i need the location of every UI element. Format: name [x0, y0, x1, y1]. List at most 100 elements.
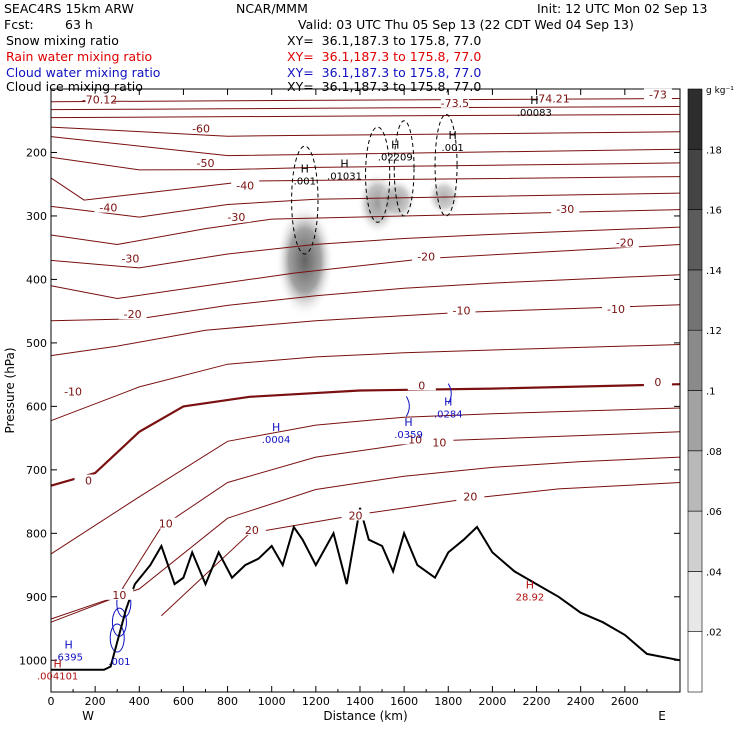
extremum-value: .01031	[327, 172, 362, 183]
ice-contour	[393, 120, 415, 217]
temperature-label: 0	[85, 475, 92, 488]
x-tick-label: 200	[85, 695, 106, 708]
colorbar-tick-label: .1	[706, 387, 716, 398]
temperature-contour	[50, 407, 681, 555]
x-tick-label: 1000	[258, 695, 286, 708]
extremum-mark: H	[449, 129, 457, 142]
colorbar-tick-label: .16	[706, 206, 722, 217]
label-bg	[643, 88, 672, 100]
x-tick-label: 1600	[390, 695, 418, 708]
colorbar-unit: g kg⁻¹	[706, 86, 734, 96]
label-bg	[447, 304, 476, 316]
extremum-value: .6395	[54, 653, 83, 664]
temperature-contour	[50, 98, 681, 103]
y-tick-label: 800	[26, 527, 47, 540]
temperature-contour	[50, 244, 681, 300]
x-tick-label: 600	[173, 695, 194, 708]
x-tick-label: 400	[129, 695, 150, 708]
temperature-label: -40	[236, 179, 254, 192]
y-tick-label: 1000	[19, 654, 47, 667]
temperature-contour	[50, 274, 681, 322]
temperature-label: -73.5	[441, 97, 469, 110]
temperature-contour	[50, 344, 681, 422]
colorbar-segment	[687, 450, 703, 512]
colorbar-segment	[687, 209, 703, 271]
field-cloud-xy: XY= 36.1,187.3 to 175.8, 77.0	[287, 65, 482, 80]
terrain	[51, 507, 681, 671]
x-tick-label: 2600	[611, 695, 639, 708]
label-bg	[94, 201, 123, 213]
colorbar-segment	[687, 269, 703, 331]
field-cloud-name: Cloud water mixing ratio	[6, 65, 161, 80]
x-end-label-east: E	[658, 709, 666, 723]
temperature-label: -30	[556, 203, 574, 216]
colorbar-tick-label: .06	[706, 507, 722, 518]
label-bg	[407, 379, 436, 391]
fcst-value: 63 h	[65, 17, 93, 32]
y-tick-label: 600	[26, 400, 47, 413]
extremum-mark: H	[53, 658, 61, 671]
label-bg	[231, 179, 260, 191]
label-bg	[222, 211, 251, 223]
temperature-label: -50	[197, 157, 215, 170]
temperature-label: -70.12	[82, 94, 117, 107]
field-snow-name: Snow mixing ratio	[6, 33, 119, 48]
fcst-label: Fcst:	[4, 17, 34, 32]
colorbar-tick-label: .14	[706, 266, 722, 277]
label-bg	[105, 588, 134, 600]
temperature-label: 20	[349, 509, 363, 522]
label-bg	[601, 303, 630, 315]
plot-axes: 0 200 400 600 800 1000 1200 1400 1600 1800 2000 220…	[3, 88, 681, 723]
label-bg	[456, 490, 485, 502]
label-bg	[59, 385, 88, 397]
cloud-water-contour	[405, 396, 410, 417]
colorbar-segment	[687, 329, 703, 391]
extremum-value: 28.92	[516, 592, 545, 603]
temperature-label: 10	[159, 518, 173, 531]
x-tick-label: 2000	[478, 695, 506, 708]
temperature-contour	[50, 136, 681, 157]
temperature-label: -10	[453, 304, 471, 317]
colorbar-segment	[687, 631, 703, 693]
temperature-contour	[50, 226, 681, 269]
y-tick-label: 200	[26, 146, 47, 159]
extremum-value: .001	[108, 657, 130, 668]
model-title: SEAC4RS 15km ARW	[4, 1, 134, 16]
temperature-label: -20	[616, 237, 634, 250]
label-bg	[116, 252, 145, 264]
temperature-label: -10	[64, 386, 82, 399]
x-end-label-west: W	[82, 709, 94, 723]
ice-contour	[291, 145, 319, 255]
colorbar-tick-label: .18	[706, 145, 722, 156]
temperature-contour	[50, 176, 681, 201]
label-bg	[341, 509, 370, 521]
temperature-label: 0	[654, 376, 661, 389]
plot-frame	[50, 88, 681, 693]
temperature-label: -73	[649, 89, 667, 102]
terrain-line	[51, 507, 681, 671]
extremum-value: .0284	[434, 410, 463, 421]
field-snow-xy: XY= 36.1,187.3 to 175.8, 77.0	[287, 33, 482, 48]
cloud-water-contour	[109, 623, 125, 653]
colorbar-segment	[687, 149, 703, 210]
label-bg	[151, 517, 180, 529]
colorbar-segment	[687, 88, 703, 150]
extremum-value: .00083	[517, 108, 552, 119]
cloud-water-contour	[447, 383, 452, 404]
x-tick-label: 1200	[302, 695, 330, 708]
label-bg	[412, 250, 441, 262]
colorbar-tick-label: .12	[706, 326, 722, 337]
temperature-label: 0	[418, 379, 425, 392]
temperature-contour	[50, 383, 681, 487]
field-ice-xy: XY= 36.1,187.3 to 175.8, 77.0	[287, 79, 482, 94]
label-bg	[425, 436, 454, 448]
temperature-label: 10	[112, 589, 126, 602]
extremum-value: .001	[442, 143, 464, 154]
temperature-contour	[161, 482, 681, 617]
field-ice-name: Cloud ice mixing ratio	[6, 79, 143, 94]
label-bg	[187, 122, 216, 134]
condensate-shading	[275, 171, 462, 318]
colorbar-segment	[687, 390, 703, 452]
label-bg	[401, 433, 430, 445]
colorbar-tick-label: .04	[706, 567, 722, 578]
